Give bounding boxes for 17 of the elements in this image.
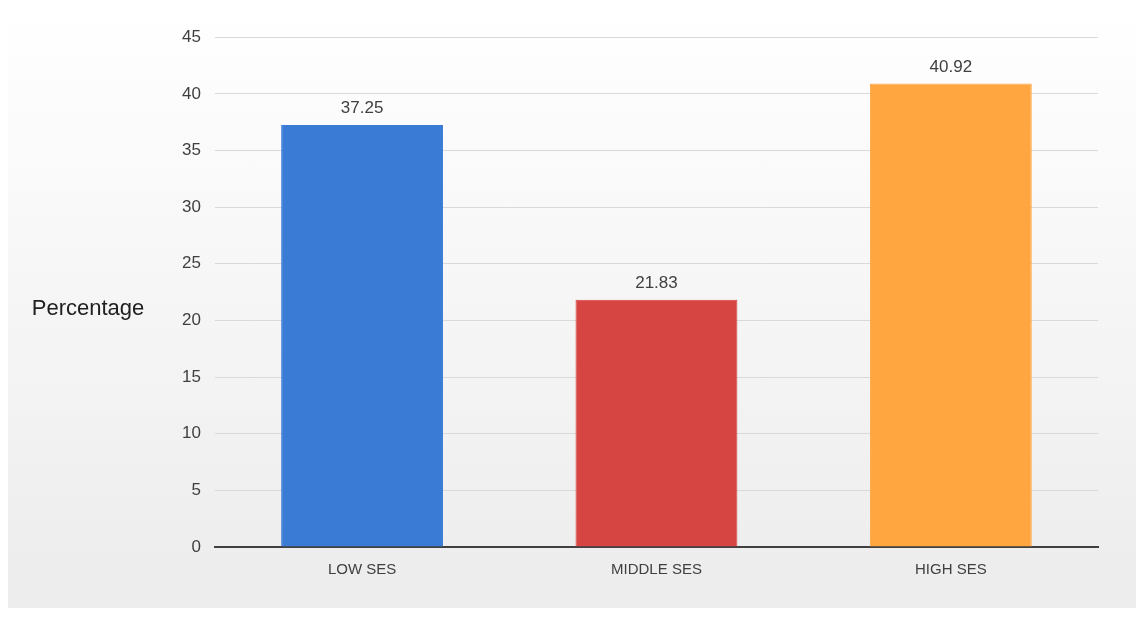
data-label: 40.92 bbox=[929, 56, 973, 76]
data-label: 37.25 bbox=[340, 98, 384, 118]
y-tick-label: 35 bbox=[181, 140, 201, 160]
y-axis-title: Percentage bbox=[30, 295, 146, 321]
y-tick-label: 10 bbox=[181, 423, 201, 443]
y-tick-label: 45 bbox=[181, 26, 201, 46]
x-tick-label: LOW SES bbox=[327, 560, 397, 578]
y-tick-label: 5 bbox=[191, 480, 201, 500]
data-label: 21.83 bbox=[635, 272, 678, 292]
y-tick-label: 0 bbox=[191, 536, 201, 556]
x-tick-label: HIGH SES bbox=[914, 560, 987, 578]
y-tick-label: 15 bbox=[181, 366, 201, 386]
y-tick-label: 40 bbox=[181, 83, 201, 103]
y-tick-label: 30 bbox=[181, 196, 201, 216]
x-tick-label: MIDDLE SES bbox=[611, 560, 702, 578]
y-tick-label: 25 bbox=[181, 253, 201, 273]
y-tick-label: 20 bbox=[181, 310, 201, 330]
